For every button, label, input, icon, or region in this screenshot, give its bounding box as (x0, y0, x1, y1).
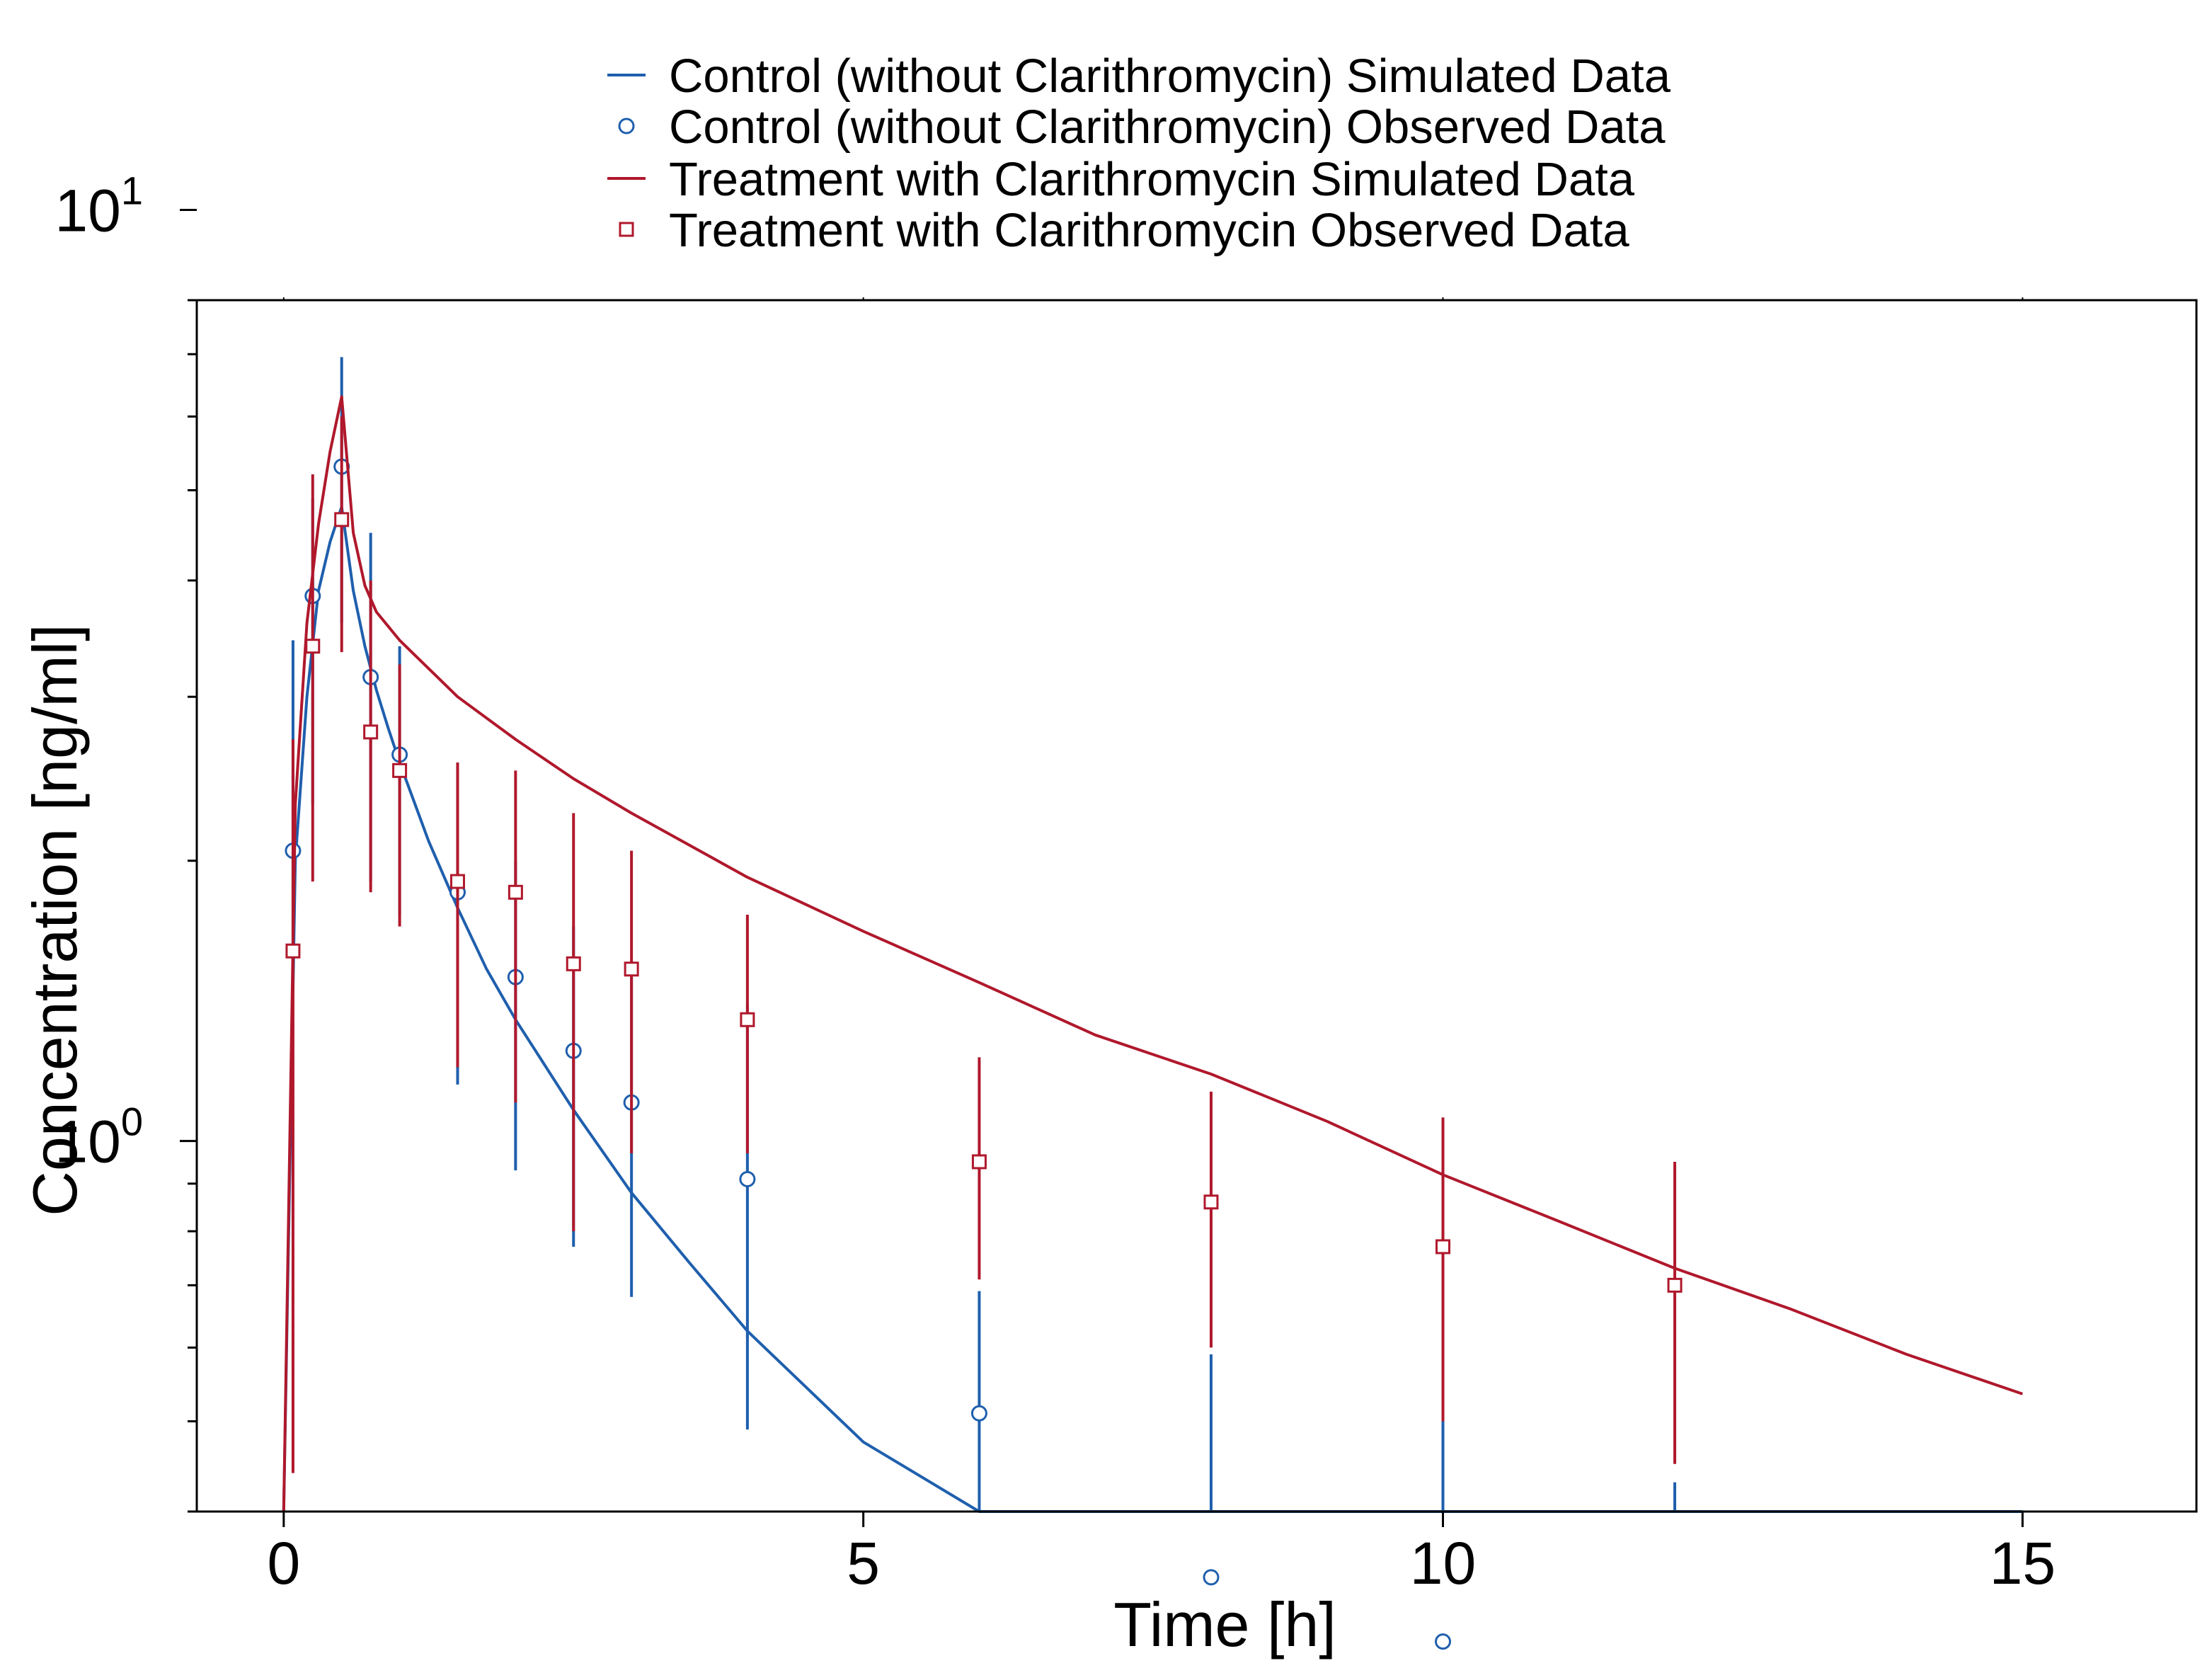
series-line-0 (282, 505, 2023, 1513)
data-point-square (971, 1154, 987, 1170)
x-tick-label: 15 (1990, 1530, 2056, 1596)
legend: Control (without Clarithromycin) Simulat… (607, 50, 1671, 257)
data-point-square (1435, 1239, 1451, 1255)
data-point-square (449, 874, 465, 889)
data-point-circle (1203, 1569, 1220, 1586)
y-axis-label: Concentration [ng/ml] (20, 624, 90, 1216)
y-tick-label: 100 (55, 1099, 143, 1175)
data-point-square (1667, 1277, 1683, 1293)
data-point-square (392, 762, 408, 778)
axes: 0 5 10 15 100 101 Time [h] Concentration [ng/ml… (20, 168, 2198, 1660)
data-point-square (363, 724, 379, 740)
data-point-square (1203, 1194, 1219, 1210)
data-point-circle (970, 1405, 987, 1422)
x-tick-label: 0 (267, 1530, 300, 1596)
data-point-square (285, 943, 301, 959)
legend-label-3: Treatment with Clarithromycin Observed D… (669, 204, 1629, 257)
x-tick-label: 5 (847, 1530, 880, 1596)
data-point-square (624, 961, 639, 977)
legend-label-1: Control (without Clarithromycin) Observe… (669, 101, 1666, 154)
x-tick-label: 10 (1410, 1530, 1476, 1596)
x-axis-label: Time [h] (1113, 1589, 1336, 1660)
data-point-square (566, 956, 581, 971)
legend-label-0: Control (without Clarithromycin) Simulat… (669, 50, 1671, 103)
y-tick-label: 101 (55, 168, 143, 244)
data-point-square (508, 884, 523, 900)
legend-square-3 (619, 222, 634, 237)
legend-circle-1 (618, 118, 635, 135)
data-point-circle (1435, 1633, 1452, 1650)
plot-frame (195, 299, 2198, 1513)
plot-area (282, 357, 2023, 1650)
data-point-circle (739, 1171, 756, 1188)
series-line-2 (282, 395, 2023, 1512)
legend-label-2: Treatment with Clarithromycin Simulated … (669, 153, 1635, 206)
data-point-square (305, 639, 321, 654)
data-point-square (740, 1012, 755, 1027)
data-point-square (334, 512, 350, 527)
